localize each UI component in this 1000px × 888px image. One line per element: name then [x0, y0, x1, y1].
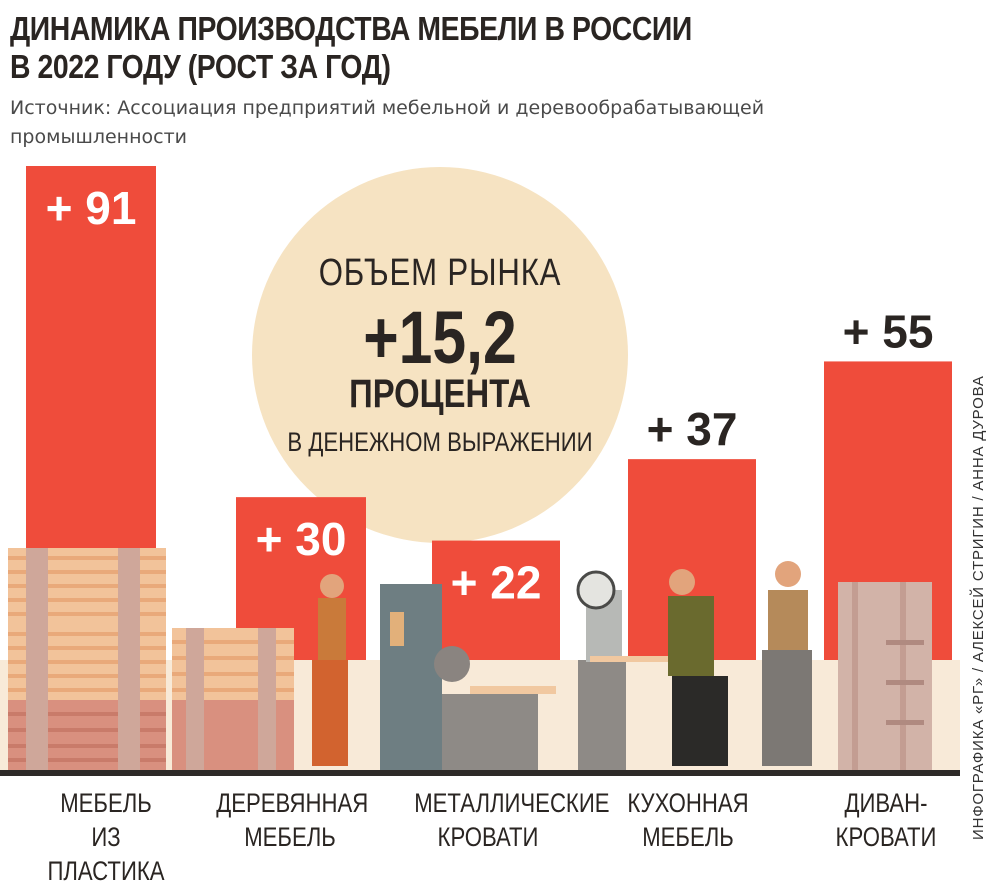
value-label-4: + 55	[843, 305, 934, 357]
plank-stack-wood	[172, 628, 294, 770]
market-circle	[252, 167, 628, 543]
chart-area: + 91 + 30 + 22 + 37 + 55	[0, 166, 960, 776]
source-note: Источник: Ассоциация предприятий мебельн…	[10, 97, 765, 148]
category-label-kitchen: КУХОННАЯ МЕБЕЛЬ	[627, 788, 749, 852]
credit-line: ИНФОГРАФИКА «РГ» / АЛЕКСЕЙ СТРИГИН / АНН…	[970, 375, 987, 840]
value-label-2: + 22	[451, 557, 542, 609]
category-label-sofa-beds: ДИВАН- КРОВАТИ	[835, 788, 937, 852]
category-label-plastic: МЕБЕЛЬ ИЗ ПЛАСТИКА	[47, 788, 165, 886]
bar-2	[432, 540, 560, 660]
worker-3	[762, 561, 812, 766]
category-label-metal-beds: МЕТАЛЛИЧЕСКИЕ КРОВАТИ	[414, 788, 610, 852]
market-label: ОБЪЕМ РЫНКА	[318, 252, 562, 294]
worker-2	[668, 569, 728, 766]
machine-illustration	[380, 584, 556, 770]
plank-stack-plastic	[8, 548, 166, 770]
floor-line	[0, 770, 960, 776]
value-label-0: + 91	[46, 182, 137, 234]
shelf-illustration	[838, 582, 932, 770]
title-line-2: В 2022 ГОДУ (РОСТ ЗА ГОД)	[10, 48, 391, 85]
title-line-1: ДИНАМИКА ПРОИЗВОДСТВА МЕБЕЛИ В РОССИИ	[10, 10, 692, 47]
worker-1	[312, 574, 348, 766]
bandsaw-illustration	[576, 570, 680, 770]
value-label-3: + 37	[647, 403, 738, 455]
value-label-1: + 30	[256, 513, 347, 565]
market-note: В ДЕНЕЖНОМ ВЫРАЖЕНИИ	[287, 427, 593, 457]
category-label-wood: ДЕРЕВЯННАЯ МЕБЕЛЬ	[216, 788, 369, 852]
market-unit: ПРОЦЕНТА	[349, 372, 531, 416]
market-value: +15,2	[363, 296, 517, 379]
chart-title: ДИНАМИКА ПРОИЗВОДСТВА МЕБЕЛИ В РОССИИ В …	[10, 10, 784, 86]
